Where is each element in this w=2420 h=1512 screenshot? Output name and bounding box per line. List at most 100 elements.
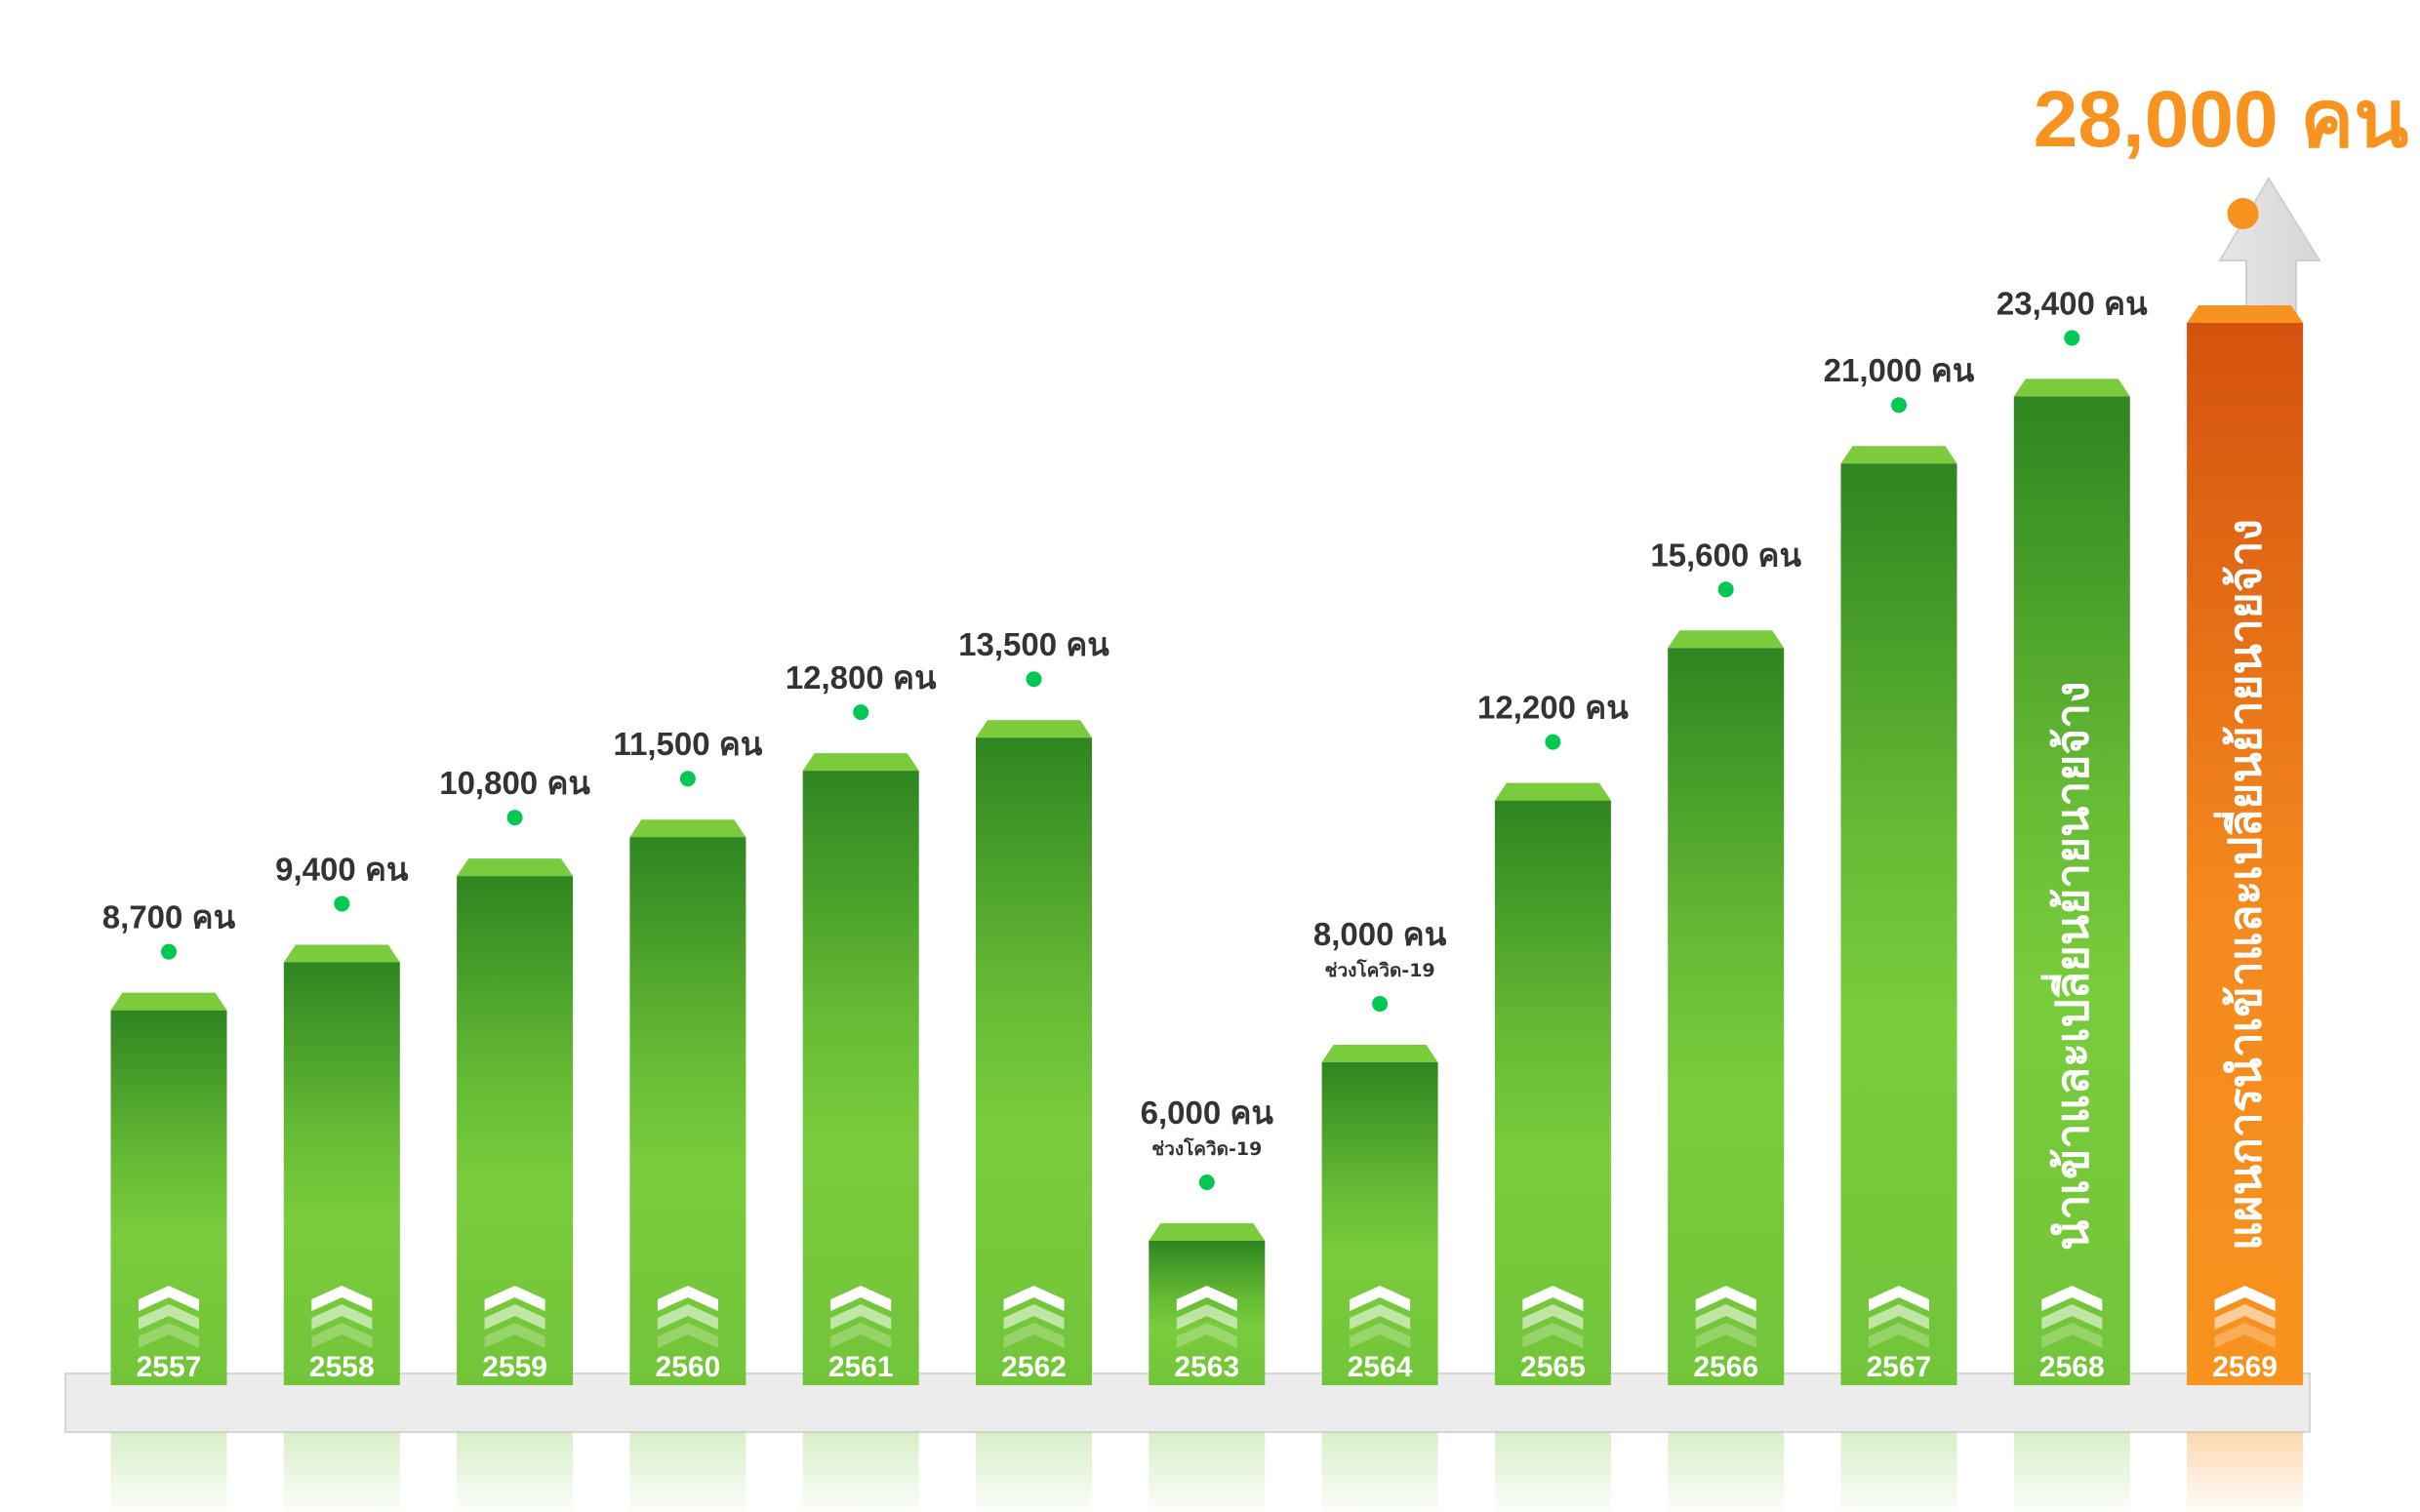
bar-group: 2557 8,700 คน [102,899,236,1512]
value-label: 23,400 คน [1996,285,2148,321]
bar [802,771,919,1385]
chevron-up-icon [1522,1286,1584,1311]
year-label: 2560 [656,1351,721,1383]
bar-group: 2568 23,400 คนนำเข้าและเปลี่ยนย้ายนายจ้าง [1996,285,2148,1512]
value-label: 13,500 คน [958,626,1109,662]
chevron-up-icon [2214,1323,2276,1348]
chevron-up-icon [1869,1286,1929,1311]
bar-bevel [1668,630,1785,649]
bar-group: 2565 12,200 คน [1477,690,1629,1512]
chevron-up-icon [830,1286,892,1311]
chevron-up-icon [1350,1304,1411,1330]
bar [2187,323,2304,1385]
value-dot [2227,198,2259,229]
bar-group: 2569 แผนการนำเข้าและเปลี่ยนย้ายนายจ้าง [2187,198,2304,1512]
value-label: 21,000 คน [1824,352,1975,388]
bar-bevel [1840,446,1957,464]
chevron-up-icon [2041,1286,2103,1311]
value-dot [506,810,523,826]
chevron-up-icon [1695,1286,1756,1311]
bar-bevel [976,720,1092,738]
value-label: 9,400 คน [275,851,409,887]
bar-reflection [2013,1432,2130,1512]
bar-group: 2559 10,800 คน [439,765,590,1512]
chevron-up-icon [1695,1323,1756,1348]
bar [1494,800,1611,1385]
value-label: 12,800 คน [786,659,937,696]
bar-reflection [1321,1432,1438,1512]
year-label: 2568 [2039,1351,2105,1383]
year-label: 2563 [1174,1351,1239,1383]
bar-bevel [802,753,919,772]
bar-bevel [110,992,227,1011]
bar [283,962,400,1385]
bar-reflection [976,1432,1092,1512]
bar [1668,648,1785,1385]
value-dot [2064,330,2080,346]
value-dot [161,943,177,960]
bar-group: 2558 9,400 คน [275,851,409,1512]
bar-reflection [1668,1432,1785,1512]
chevron-up-icon [657,1304,718,1330]
value-label: 8,000 คน [1313,916,1447,952]
chevron-up-icon [1522,1323,1584,1348]
chevron-up-icon [830,1323,892,1348]
chevron-up-icon [139,1286,199,1311]
chevron-up-icon [1003,1304,1065,1330]
value-sublabel: ช่วงโควิด-19 [1325,959,1435,981]
bar-reflection [457,1432,574,1512]
value-dot [1026,671,1042,688]
bar-reflection [1494,1432,1611,1512]
bar-bevel [457,858,574,877]
chevron-up-icon [1869,1323,1929,1348]
bar-reflection [110,1432,227,1512]
value-label: 15,600 คน [1650,537,1801,573]
value-dot [679,771,696,787]
bar-group: 2563 6,000 คนช่วงโควิด-19 [1141,1094,1274,1512]
chevron-up-icon [1522,1304,1584,1330]
value-dot [334,895,350,912]
value-label: 10,800 คน [439,765,590,801]
year-label: 2559 [482,1351,547,1383]
chevron-up-icon [139,1323,199,1348]
bar-group: 2561 12,800 คน [786,659,937,1512]
bar-reflection [1840,1432,1957,1512]
chevron-up-icon [657,1286,718,1311]
bar [976,737,1092,1385]
bar-bevel [2187,305,2304,323]
bar-reflection [629,1432,746,1512]
bar-group: 2567 21,000 คน [1824,352,1975,1512]
chevron-up-icon [2041,1323,2103,1348]
bar [457,876,574,1385]
bar-bevel [1321,1045,1438,1063]
bar-bevel [1494,782,1611,801]
year-label: 2565 [1520,1351,1586,1383]
bar-reflection [1149,1432,1266,1512]
chevron-up-icon [830,1304,892,1330]
bar-bevel [629,819,746,838]
chevron-up-icon [657,1323,718,1348]
chevron-up-icon [1176,1286,1237,1311]
value-label: 6,000 คน [1141,1094,1274,1131]
bar-bevel [2013,378,2130,397]
value-sublabel: ช่วงโควิด-19 [1151,1137,1262,1160]
value-label: 8,700 คน [102,899,236,935]
chevron-up-icon [311,1323,373,1348]
target-value-label: 28,000 คน [2034,75,2409,164]
year-label: 2569 [2212,1351,2278,1383]
bar-reflection [802,1432,919,1512]
year-label: 2567 [1867,1351,1932,1383]
year-label: 2557 [137,1351,202,1383]
bar [1840,463,1957,1385]
value-dot [1717,581,1734,598]
bar-reflection [283,1432,400,1512]
chevron-up-icon [1003,1323,1065,1348]
bar-vertical-label: นำเข้าและเปลี่ยนย้ายนายจ้าง [2040,681,2098,1251]
year-label: 2566 [1693,1351,1758,1383]
chevron-up-icon [1350,1323,1411,1348]
bar-group: 2564 8,000 คนช่วงโควิด-19 [1313,916,1447,1512]
chevron-up-icon [139,1304,199,1330]
chevron-up-icon [1869,1304,1929,1330]
bar-group: 2560 11,500 คน [613,726,763,1512]
